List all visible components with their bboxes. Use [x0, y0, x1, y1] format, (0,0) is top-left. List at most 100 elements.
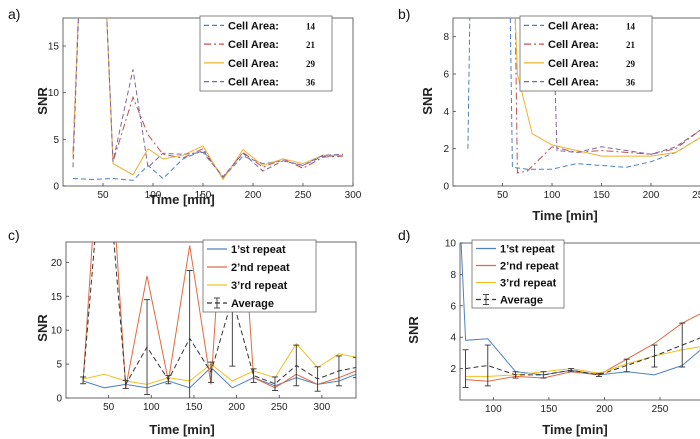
legend-item: 2’nd repeat: [476, 261, 559, 273]
x-tick-label: 200: [228, 402, 245, 413]
x-tick-label: 250: [692, 190, 700, 201]
x-tick-label: 150: [195, 190, 212, 201]
legend-area-value: 36: [306, 78, 316, 88]
x-tick-label: 150: [186, 402, 203, 413]
x-axis-label-a: Time [min]: [149, 192, 215, 207]
legend-area-value: 21: [626, 40, 636, 50]
legend-item: Cell Area: 36: [204, 77, 316, 89]
legend-label: 1’st repeat: [500, 244, 555, 256]
legend-label: Cell Area:: [548, 39, 599, 51]
x-tick-label: 200: [596, 404, 613, 415]
y-tick-label: 2: [443, 144, 449, 155]
y-tick-label: 4: [450, 333, 456, 344]
y-axis-label-c: SNR: [35, 314, 50, 342]
y-tick-label: 0: [53, 182, 59, 193]
y-tick-label: 6: [450, 301, 456, 312]
y-tick-label: 4: [443, 107, 449, 118]
y-tick-label: 0: [56, 394, 62, 405]
legend-area-value: 29: [626, 59, 636, 69]
legend-item: Cell Area: 36: [524, 77, 636, 89]
x-tick-label: 100: [544, 190, 561, 201]
series-line: [514, 18, 700, 157]
legend-label: Cell Area:: [228, 77, 279, 89]
y-axis-label-b: SNR: [420, 87, 435, 115]
y-tick-label: 0: [443, 182, 449, 193]
y-tick-label: 10: [445, 239, 457, 250]
legend-area-value: 29: [306, 59, 316, 69]
x-tick-label: 150: [541, 404, 558, 415]
legend-item: Cell Area: 14: [204, 20, 316, 32]
legend-item: 2’nd repeat: [207, 262, 290, 274]
y-axis-label-a: SNR: [35, 87, 50, 115]
x-tick-label: 100: [145, 190, 162, 201]
panel-label-a: a): [8, 6, 20, 22]
x-tick-label: 300: [345, 190, 362, 201]
y-tick-label: 15: [48, 42, 60, 53]
x-tick-label: 250: [271, 402, 288, 413]
y-tick-label: 6: [443, 70, 449, 81]
legend-label: Cell Area:: [228, 20, 279, 32]
legend-item: Cell Area: 21: [204, 39, 316, 51]
legend-label: 2’nd repeat: [231, 262, 290, 274]
series-line: [465, 313, 700, 382]
x-tick-label: 300: [314, 402, 331, 413]
legend-label: Cell Area:: [548, 77, 599, 89]
legend-label: 1’st repeat: [231, 244, 286, 256]
legend-item: Average: [476, 294, 543, 307]
legend-label: Cell Area:: [228, 58, 279, 70]
x-tick-label: 200: [643, 190, 660, 201]
legend-item: 1’st repeat: [207, 244, 286, 256]
panel-label-b: b): [398, 6, 410, 22]
series-line: [72, 18, 344, 178]
legend-item: Cell Area: 21: [524, 39, 636, 51]
axes-frame: [459, 242, 700, 401]
y-tick-label: 5: [53, 135, 59, 146]
x-tick-label: 250: [295, 190, 312, 201]
legend-area-value: 14: [626, 21, 636, 31]
x-axis-label-b: Time [min]: [532, 208, 598, 223]
series-line: [82, 366, 356, 389]
panel-label-c: c): [8, 227, 20, 243]
panel-label-d: d): [398, 227, 410, 243]
x-tick-label: 50: [97, 190, 109, 201]
legend-item: Cell Area: 29: [524, 58, 636, 70]
y-axis-label-d: SNR: [406, 316, 421, 344]
legend-item: 3’rd repeat: [207, 280, 288, 292]
y-tick-label: 10: [51, 326, 63, 337]
y-tick-label: 15: [51, 292, 63, 303]
y-tick-label: 10: [48, 88, 60, 99]
series-line: [465, 337, 700, 376]
x-tick-label: 100: [485, 404, 502, 415]
x-tick-label: 200: [245, 190, 262, 201]
x-tick-label: 50: [497, 190, 509, 201]
series-line: [72, 18, 343, 181]
legend-label: 2’nd repeat: [500, 261, 559, 273]
y-tick-label: 8: [450, 270, 456, 281]
series-line: [82, 242, 356, 387]
x-tick-label: 100: [143, 402, 160, 413]
legend-label: Average: [231, 298, 274, 310]
plot-c: 50 100 150 200 250 300 0 5 10 15 20 1’st repeat 2’nd…: [51, 239, 357, 413]
legend: 1’st repeat 2’nd repeat 3’rd repeat Average: [471, 239, 565, 309]
series-line: [514, 18, 700, 174]
series-line: [82, 342, 356, 385]
legend-label: 3’rd repeat: [231, 280, 288, 292]
legend-item: 1’st repeat: [476, 244, 555, 256]
legend-label: Cell Area:: [548, 20, 599, 32]
legend-label: Cell Area:: [548, 58, 599, 70]
legend-item: Cell Area: 29: [204, 58, 316, 70]
legend-label: Cell Area:: [228, 39, 279, 51]
x-axis-label-c: Time [min]: [149, 422, 215, 437]
x-axis-label-d: Time [min]: [542, 422, 608, 437]
legend-area-value: 36: [626, 78, 636, 88]
legend-area-value: 21: [306, 40, 316, 50]
legend: 1’st repeat 2’nd repeat 3’rd repeat Average: [202, 239, 317, 313]
x-tick-label: 250: [652, 404, 669, 415]
y-tick-label: 8: [443, 32, 449, 43]
series-line: [465, 346, 700, 377]
series-line: [82, 242, 356, 389]
legend-label: 3’rd repeat: [500, 278, 557, 290]
